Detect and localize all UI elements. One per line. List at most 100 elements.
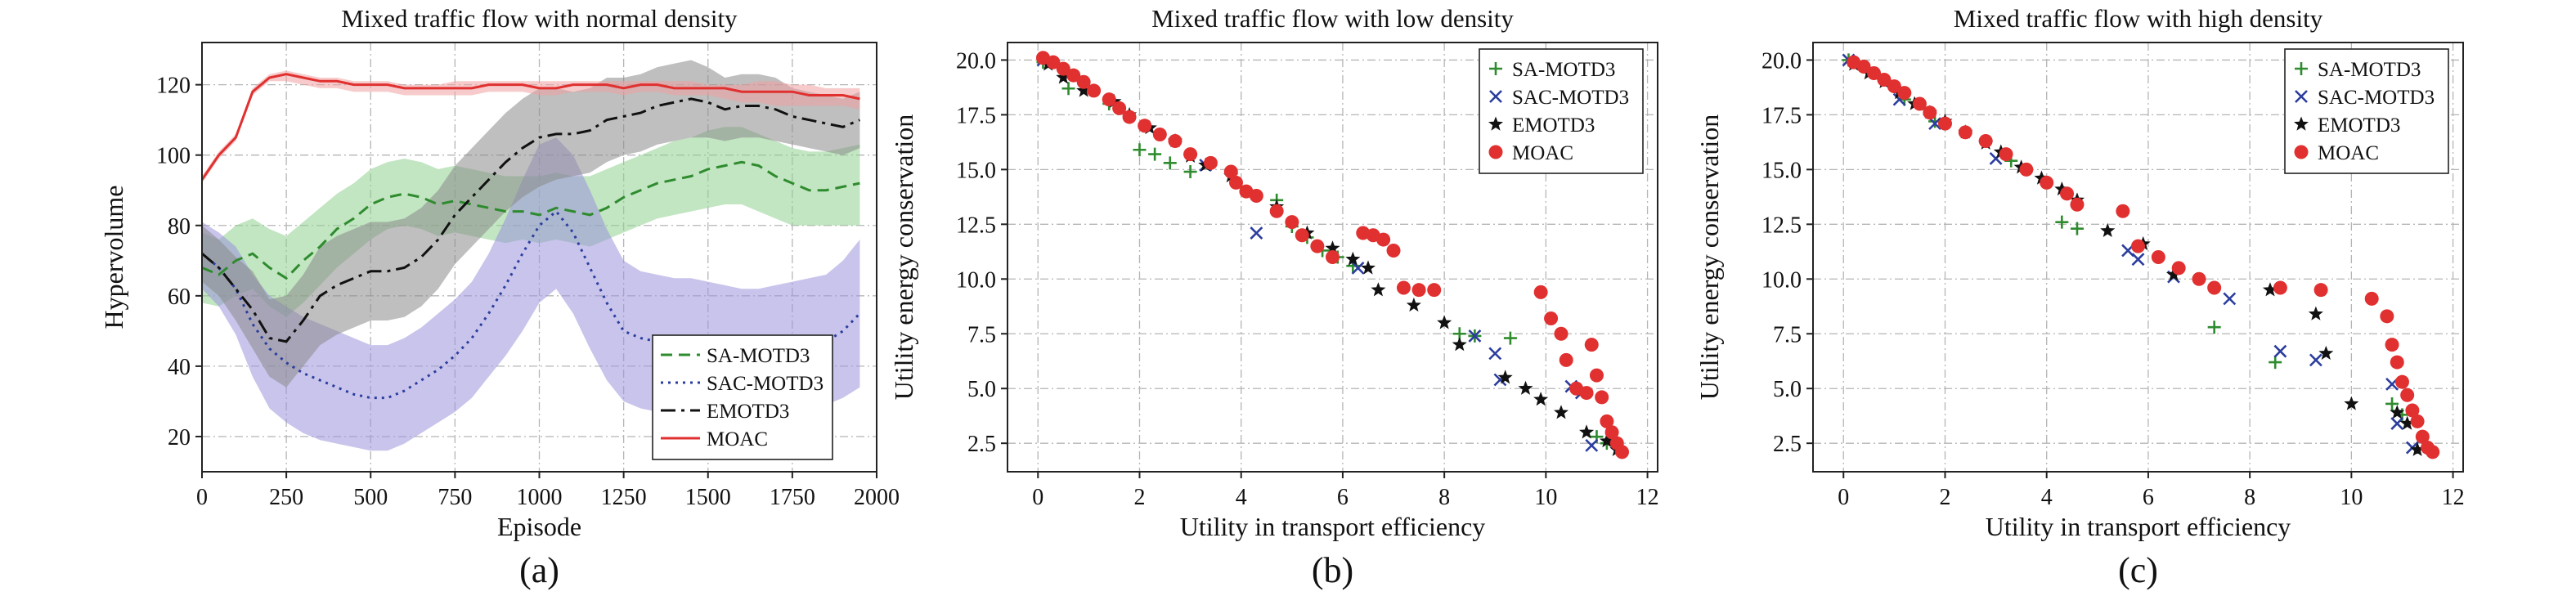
chart-panel-2: 0 2 4 6 8 10 12 2.5 5.0 7.5 10.0 12.5 15.0 17.5 20.0 Mi…: [889, 4, 1659, 590]
point-moac: [1877, 73, 1892, 87]
point-emotd3: [1437, 315, 1452, 329]
band-moac: [202, 70, 860, 184]
y-tick-label: 10.0: [956, 267, 996, 293]
point-emotd3: [1599, 433, 1614, 448]
chart-title: Mixed traffic flow with high density: [1954, 4, 2323, 33]
y-tick-label: 20.0: [956, 48, 996, 74]
legend: SA-MOTD3 SAC-MOTD3 EMOTD3 MOAC: [1479, 48, 1644, 174]
point-sac-motd3: [2131, 253, 2145, 267]
legend-marker-sac-motd3: [2295, 90, 2308, 103]
x-tick-label: 0: [1032, 485, 1043, 510]
point-moac: [1046, 55, 1061, 69]
point-emotd3: [2034, 170, 2049, 185]
axes-frame: [1007, 42, 1658, 473]
point-sa-motd3: [1183, 165, 1197, 179]
point-emotd3: [1345, 251, 1361, 266]
point-moac: [1056, 61, 1070, 76]
point-moac: [1897, 86, 1912, 101]
point-sac-motd3: [2223, 292, 2237, 306]
x-tick-label: 1250: [601, 485, 647, 510]
point-sa-motd3: [1148, 147, 1162, 161]
y-tick-label: 15.0: [1761, 158, 1802, 183]
point-moac: [1122, 110, 1137, 124]
series-line-moac: [202, 73, 860, 181]
point-moac: [2060, 186, 2075, 201]
point-moac: [1295, 228, 1309, 243]
legend-marker-moac: [1488, 145, 1503, 159]
x-tick-label: 8: [1438, 485, 1450, 510]
x-tick-label: 250: [269, 485, 303, 510]
legend: SA-MOTD3 SAC-MOTD3 EMOTD3 MOAC: [2284, 48, 2449, 174]
x-tick-label: 4: [2041, 485, 2053, 510]
point-moac: [1285, 215, 1299, 230]
point-moac: [2405, 403, 2420, 418]
y-tick-label: 40: [168, 355, 191, 380]
point-moac: [1326, 250, 1340, 264]
point-emotd3: [2262, 282, 2278, 297]
point-emotd3: [2399, 415, 2415, 430]
legend-label: EMOTD3: [2318, 114, 2400, 137]
point-moac: [1386, 243, 1401, 258]
x-tick-label: 10: [1534, 485, 1557, 510]
point-emotd3: [1554, 405, 1568, 419]
y-tick-label: 10.0: [1761, 267, 1802, 293]
point-emotd3: [1579, 424, 1595, 439]
point-moac: [2207, 280, 2222, 295]
point-sa-motd3: [2207, 320, 2221, 334]
point-moac: [1427, 283, 1442, 298]
point-moac: [2116, 204, 2130, 218]
point-emotd3: [1406, 297, 1421, 312]
x-tick-label: 1000: [517, 485, 563, 510]
y-axis-title: Utility energy conservation: [1694, 114, 1724, 401]
y-tick-label: 80: [168, 214, 191, 240]
point-moac: [1112, 101, 1127, 115]
x-axis-title: Episode: [497, 512, 581, 541]
x-tick-label: 12: [2442, 485, 2465, 510]
point-emotd3: [1360, 260, 1376, 275]
point-sac-motd3: [1585, 438, 1599, 452]
plot-data: [1842, 53, 2440, 459]
x-tick-label: 2: [1939, 485, 1950, 510]
point-moac: [2390, 355, 2404, 370]
y-axis-title: Hypervolume: [99, 186, 128, 329]
point-moac: [1066, 68, 1081, 83]
point-emotd3: [1518, 380, 1533, 395]
panel-label: (b): [1312, 550, 1353, 590]
series-line-emotd3: [202, 97, 860, 343]
legend-label: SA-MOTD3: [2318, 59, 2421, 81]
point-moac: [1411, 283, 1426, 298]
legend-marker-moac: [2294, 145, 2309, 159]
point-emotd3: [1497, 370, 1513, 384]
y-tick-label: 20: [168, 425, 191, 450]
point-moac: [2019, 162, 2034, 177]
point-sa-motd3: [1133, 143, 1147, 157]
point-emotd3: [1076, 83, 1092, 97]
point-moac: [1912, 96, 1927, 111]
y-tick-label: 2.5: [1773, 432, 1802, 457]
point-moac: [1999, 147, 2013, 162]
y-tick-label: 2.5: [967, 432, 996, 457]
band-emotd3: [202, 60, 860, 388]
point-moac: [1533, 285, 1548, 299]
point-moac: [1554, 326, 1568, 341]
point-sa-motd3: [2070, 222, 2084, 235]
x-tick-label: 1750: [770, 485, 815, 510]
point-moac: [2426, 445, 2440, 459]
y-tick-label: 17.5: [956, 103, 996, 128]
legend-label: SAC-MOTD3: [1512, 87, 1629, 109]
point-moac: [1076, 74, 1091, 89]
x-tick-label: 0: [196, 485, 208, 510]
point-moac: [2364, 291, 2379, 306]
point-sa-motd3: [1503, 331, 1517, 345]
point-moac: [1887, 79, 1901, 94]
point-moac: [1584, 338, 1599, 352]
point-moac: [1168, 134, 1183, 149]
point-emotd3: [2318, 345, 2334, 360]
point-emotd3: [2390, 405, 2405, 419]
point-sa-motd3: [1163, 156, 1177, 170]
point-emotd3: [2410, 441, 2426, 456]
point-moac: [1152, 128, 1167, 141]
x-tick-label: 12: [1636, 485, 1659, 510]
x-tick-label: 6: [2143, 485, 2154, 510]
